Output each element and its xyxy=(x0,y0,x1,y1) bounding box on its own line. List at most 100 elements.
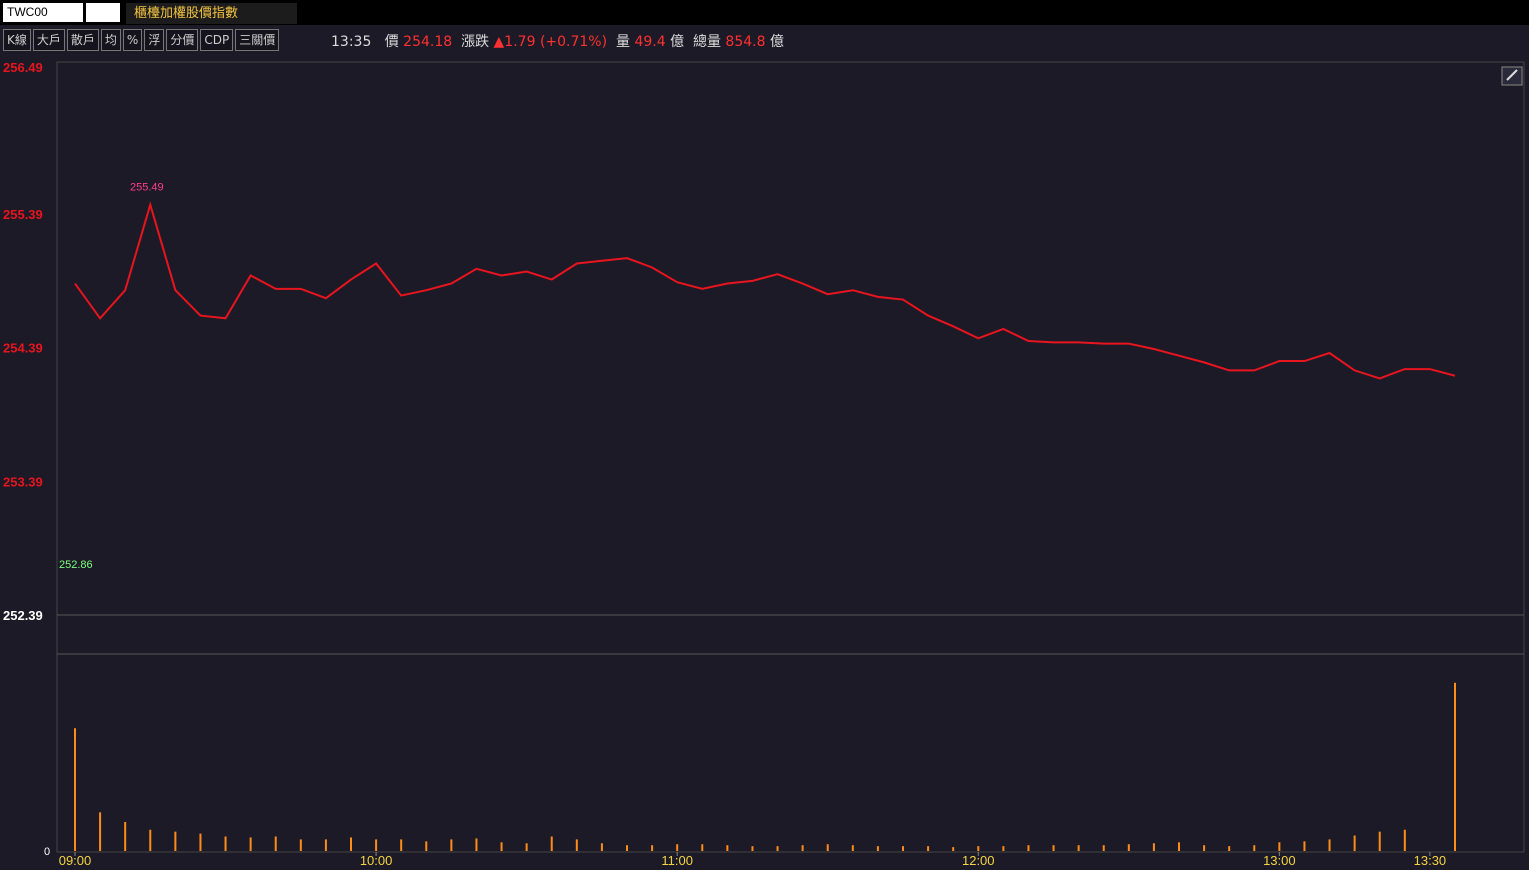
y-tick-label: 253.39 xyxy=(3,474,43,489)
change: ▲1.79 xyxy=(493,34,536,50)
volume-bar xyxy=(600,843,603,851)
volume-bar xyxy=(299,839,302,851)
volume-bar xyxy=(525,843,528,851)
time: 13:35 xyxy=(331,34,372,50)
volume-bar xyxy=(952,847,955,851)
volume-bar xyxy=(450,839,453,851)
volume-bar xyxy=(1203,845,1206,851)
volume-bar xyxy=(701,844,704,851)
volume-bar xyxy=(1403,829,1406,851)
volume-bar xyxy=(400,839,403,851)
toolbar: K線 大戶 散戶均% 浮分價 CDP 三關價 xyxy=(3,29,280,51)
symbol-input[interactable]: TWC00 xyxy=(3,3,83,22)
volume-bar xyxy=(1253,845,1256,851)
volume-bar xyxy=(626,845,628,851)
plot-frame xyxy=(56,61,1525,853)
volume-bar xyxy=(676,844,679,851)
volume-bar xyxy=(475,838,478,851)
x-tick-label: 12:00 xyxy=(962,853,995,868)
symbol-name: 櫃檯加權股價指數 xyxy=(126,3,297,24)
volume-tick-label: 0 xyxy=(44,846,50,858)
volume-bar xyxy=(801,845,804,851)
volume-bar xyxy=(1278,842,1281,851)
volume-bar xyxy=(350,837,352,851)
top-bar: TWC00 櫃檯加權股價指數 xyxy=(0,0,1529,25)
volume-bar xyxy=(1228,846,1231,851)
volume: 49.4 xyxy=(634,34,666,50)
extreme-label: 252.86 xyxy=(59,559,93,571)
volume-bar xyxy=(1102,845,1105,851)
volume-bar xyxy=(902,846,904,851)
volume-bar xyxy=(1328,839,1331,851)
volume-bar xyxy=(224,836,227,851)
volume-bar xyxy=(249,837,252,851)
extreme-label: 255.49 xyxy=(130,182,164,194)
volume-bar xyxy=(1152,843,1155,851)
volume-bar xyxy=(927,846,930,851)
tool-button[interactable]: % xyxy=(122,29,143,51)
volume-bar xyxy=(826,844,829,851)
x-tick-label: 09:00 xyxy=(59,853,92,868)
label: 量 xyxy=(615,34,630,50)
volume-bar xyxy=(375,839,378,851)
volume-bar xyxy=(575,839,578,851)
tool-button[interactable]: 均 xyxy=(100,29,121,51)
volume-bar xyxy=(1353,835,1356,851)
search-icons[interactable] xyxy=(86,3,120,22)
label: 價 xyxy=(384,34,399,50)
x-tick-label: 10:00 xyxy=(360,853,393,868)
total: 854.8 xyxy=(725,34,766,50)
volume-bar xyxy=(776,846,779,851)
volume-bar xyxy=(199,833,202,851)
tool-button[interactable]: 散戶 xyxy=(66,29,99,51)
volume-bar xyxy=(1178,842,1180,851)
volume-bar xyxy=(550,836,553,851)
price: 254.18 xyxy=(403,34,453,50)
volume-bar xyxy=(1027,845,1030,851)
volume-bar xyxy=(99,812,102,851)
tool-button[interactable]: 分價 xyxy=(166,29,199,51)
tool-button[interactable]: CDP xyxy=(200,29,234,51)
volume-bar xyxy=(726,845,729,851)
y-tick-label: 255.39 xyxy=(3,207,43,222)
volume-bar xyxy=(500,842,503,851)
label: 漲跌 xyxy=(461,34,490,50)
link-icon xyxy=(1506,69,1518,81)
tool-button[interactable]: 三關價 xyxy=(235,29,280,51)
price-line xyxy=(74,201,1456,380)
volume-bar xyxy=(174,831,177,851)
x-tick-label: 13:30 xyxy=(1414,853,1447,868)
x-tick-label: 13:00 xyxy=(1263,853,1296,868)
volume-bar xyxy=(324,839,327,851)
volume-bar xyxy=(1077,845,1080,851)
volume-bar xyxy=(651,845,654,851)
volume-bar xyxy=(274,836,277,851)
change-pct: (+0.71%) xyxy=(539,34,608,50)
volume-bar xyxy=(977,846,980,851)
volume-bar xyxy=(1454,682,1456,851)
volume-bar xyxy=(74,728,76,851)
volume-bar xyxy=(1303,841,1306,851)
volume-bar xyxy=(876,846,879,851)
tool-button[interactable]: K線 xyxy=(3,29,31,51)
tool-button[interactable]: 大戶 xyxy=(32,29,65,51)
y-tick-label: 254.39 xyxy=(3,341,43,356)
volume-bar xyxy=(149,829,152,851)
volume-bar xyxy=(751,846,754,851)
volume-bar xyxy=(1052,845,1055,851)
quote-info: 13:35 價 254.18 漲跌 ▲1.79 (+0.71%) 量 49.4 … xyxy=(331,31,784,51)
x-tick-label: 11:00 xyxy=(661,853,693,868)
label: 總量 xyxy=(692,34,721,50)
unit: 億 xyxy=(769,34,784,50)
y-tick-label: 256.49 xyxy=(3,60,43,75)
volume-bar xyxy=(851,845,854,851)
volume-bar xyxy=(1127,844,1130,851)
unit: 億 xyxy=(670,34,685,50)
volume-bar xyxy=(1378,831,1381,851)
tool-button[interactable]: 浮 xyxy=(144,29,165,51)
volume-bar xyxy=(1002,846,1005,851)
y-tick-label: 252.39 xyxy=(3,608,43,623)
volume-bar xyxy=(124,822,127,851)
